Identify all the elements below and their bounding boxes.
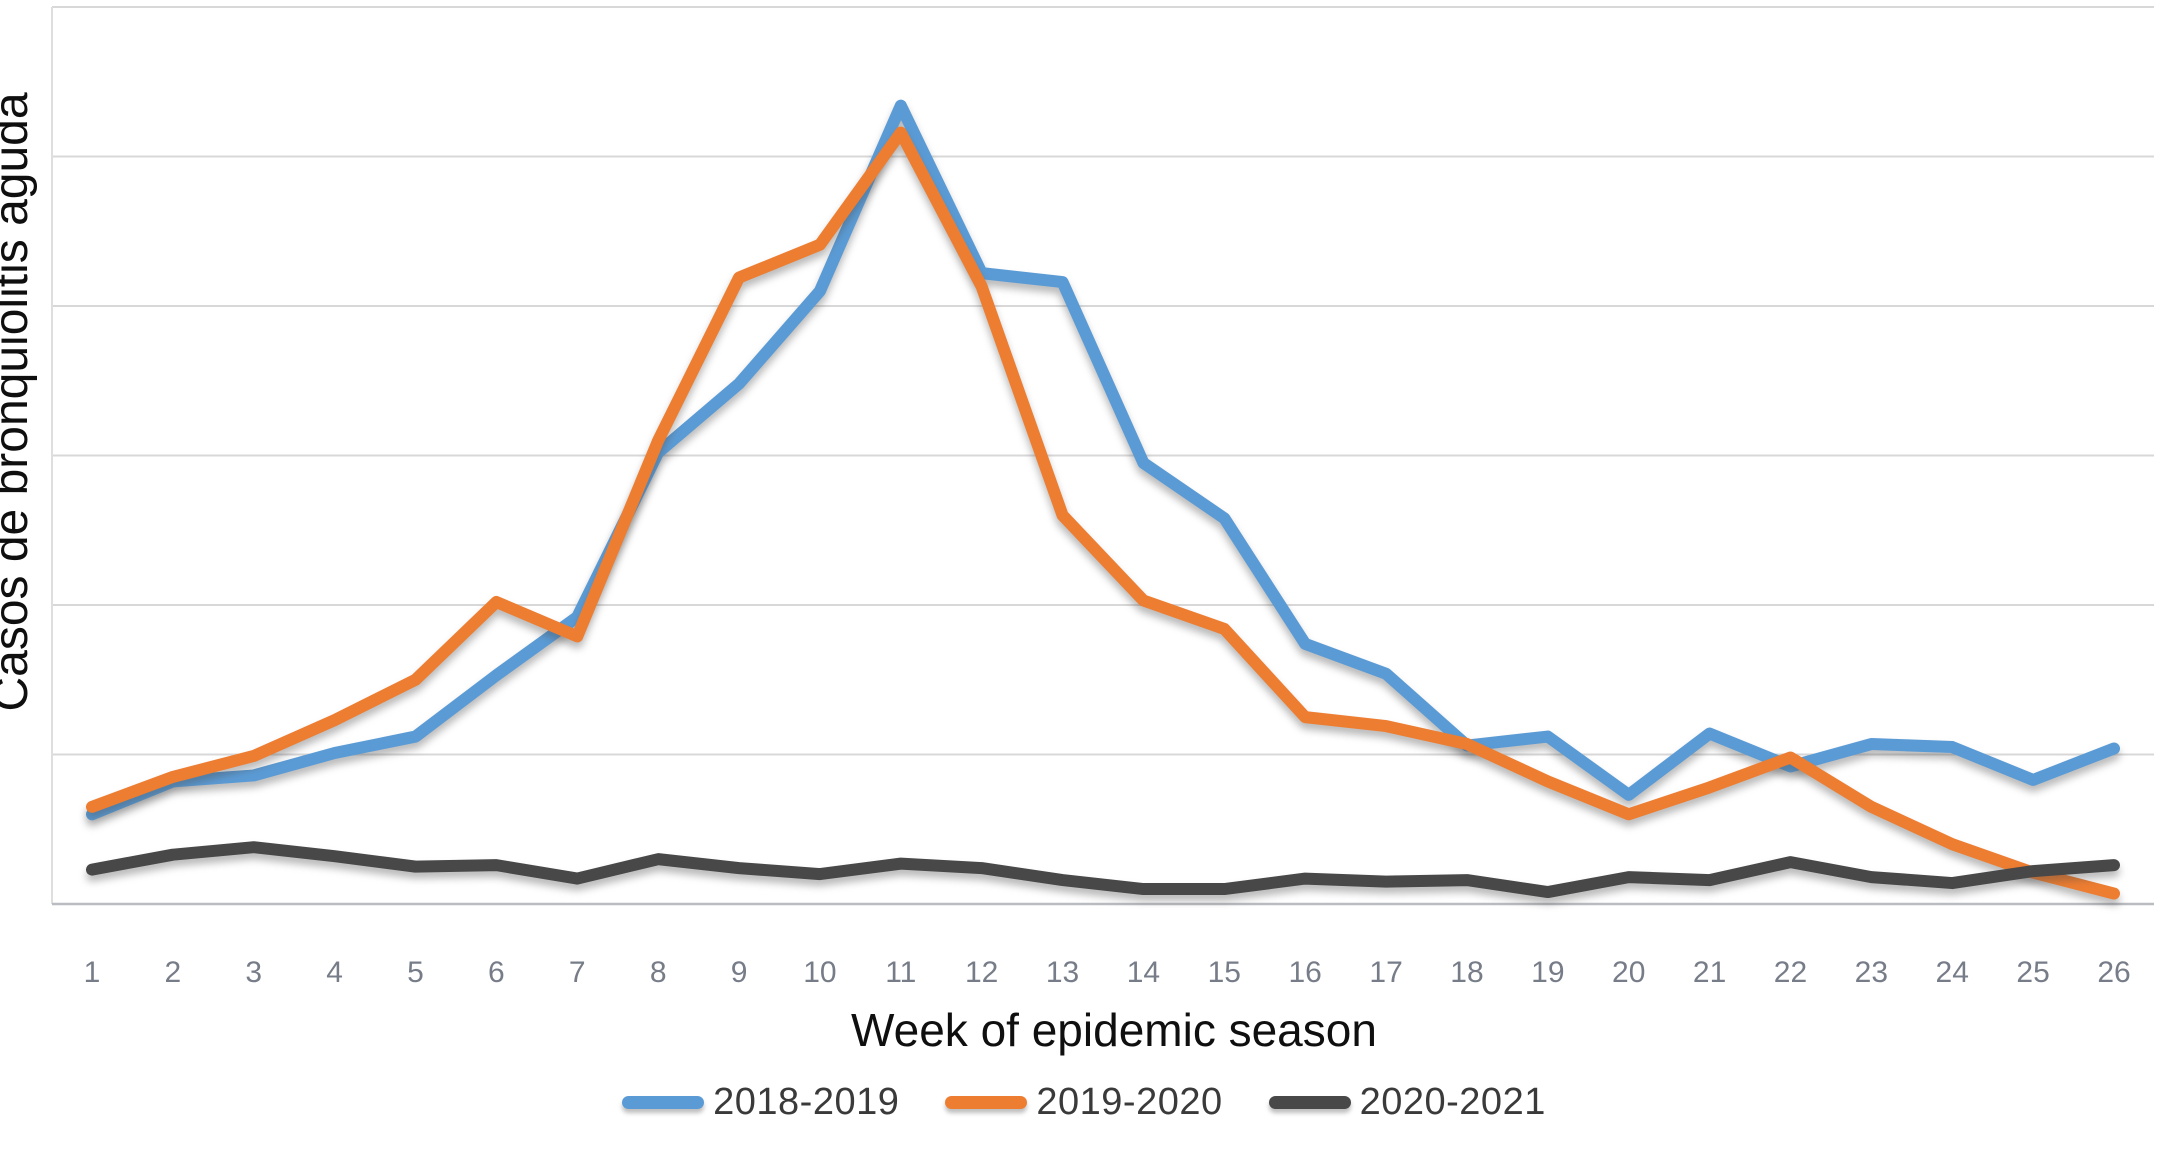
x-tick-label-2: 2 [165,956,182,989]
x-tick-label-26: 26 [2097,956,2130,989]
x-tick-label-19: 19 [1531,956,1564,989]
x-tick-label-21: 21 [1693,956,1726,989]
series-line-2020-2021 [86,841,2120,899]
x-axis-title: Week of epidemic season [851,1004,1377,1056]
x-tick-label-20: 20 [1612,956,1645,989]
series-line-2018-2019 [86,99,2120,821]
x-tick-label-11: 11 [885,956,916,989]
legend-item-2019-2020: 2019-2020 [945,1081,1222,1124]
y-axis-title: Casos de bronquiolitis aguda [0,92,38,711]
x-tick-label-9: 9 [731,956,748,989]
x-tick-label-17: 17 [1369,956,1402,989]
legend-item-2018-2019: 2018-2019 [622,1081,899,1124]
legend-label: 2020-2021 [1359,1080,1546,1123]
x-tick-label-13: 13 [1046,956,1079,989]
legend-label: 2019-2020 [1036,1080,1223,1123]
x-tick-label-24: 24 [1936,956,1969,989]
x-tick-label-6: 6 [488,956,505,989]
x-tick-label-14: 14 [1127,956,1160,989]
legend: 2018-2019 2019-2020 2020-2021 [0,1072,2168,1132]
legend-swatch-icon [945,1095,1028,1109]
series-line-2019-2020 [86,126,2120,900]
x-tick-label-25: 25 [2016,956,2049,989]
x-tick-label-15: 15 [1208,956,1241,989]
x-tick-label-12: 12 [965,956,998,989]
x-tick-label-7: 7 [569,956,586,989]
x-tick-label-10: 10 [803,956,836,989]
legend-item-2020-2021: 2020-2021 [1268,1080,1546,1124]
x-tick-label-4: 4 [326,956,343,989]
x-tick-label-23: 23 [1855,956,1888,989]
legend-label: 2018-2019 [713,1080,900,1123]
x-tick-label-16: 16 [1289,956,1322,989]
x-tick-label-18: 18 [1450,956,1483,989]
x-tick-label-3: 3 [245,956,262,989]
series-lines [86,99,2120,900]
legend-swatch-icon [622,1095,705,1109]
x-tick-label-5: 5 [407,956,424,989]
x-tick-label-1: 1 [84,956,101,989]
gridlines [51,6,2154,906]
x-tick-label-22: 22 [1774,956,1807,989]
legend-swatch-icon [1268,1095,1351,1109]
x-tick-label-8: 8 [650,956,667,989]
x-tick-labels: 1 2 3 4 5 6 7 8 9 10 11 12 13 14 15 16 17 18 19 20 21 22 23 24 2… [84,956,2131,989]
